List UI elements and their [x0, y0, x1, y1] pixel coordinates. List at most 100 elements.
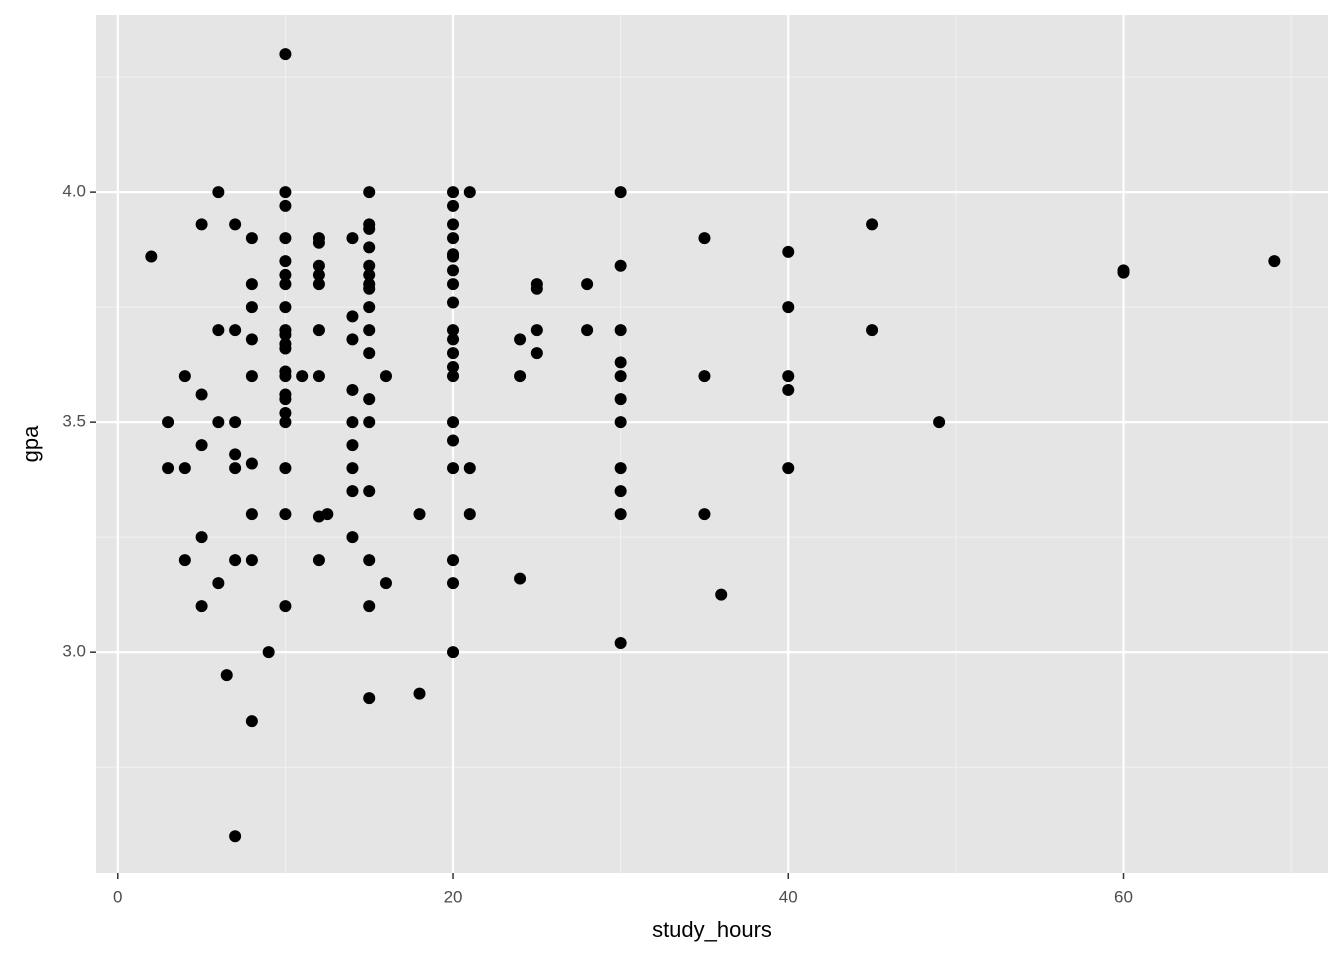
- point: [782, 383, 795, 396]
- point: [312, 278, 325, 291]
- point: [178, 462, 191, 475]
- point: [413, 687, 426, 700]
- point: [195, 218, 208, 231]
- point: [447, 577, 460, 590]
- point: [447, 324, 460, 337]
- point: [346, 333, 359, 346]
- point: [229, 218, 242, 231]
- point: [530, 347, 543, 360]
- point: [614, 186, 627, 199]
- point: [279, 199, 292, 212]
- point: [312, 370, 325, 383]
- point: [530, 324, 543, 337]
- point: [782, 370, 795, 383]
- point: [363, 301, 376, 314]
- point: [530, 282, 543, 295]
- point: [447, 199, 460, 212]
- y-tick-label: 3.5: [62, 412, 86, 431]
- point: [363, 222, 376, 235]
- point: [715, 588, 728, 601]
- point: [312, 268, 325, 281]
- point: [447, 250, 460, 263]
- point: [245, 508, 258, 521]
- point: [312, 259, 325, 272]
- point: [447, 278, 460, 291]
- point: [463, 186, 476, 199]
- point: [279, 393, 292, 406]
- point: [279, 342, 292, 355]
- point: [514, 370, 527, 383]
- point: [346, 439, 359, 452]
- point: [212, 577, 225, 590]
- point: [363, 347, 376, 360]
- point: [212, 416, 225, 429]
- point: [447, 646, 460, 659]
- point: [698, 370, 711, 383]
- point: [178, 370, 191, 383]
- point: [363, 416, 376, 429]
- point: [614, 508, 627, 521]
- point: [229, 324, 242, 337]
- point: [195, 531, 208, 544]
- point: [614, 393, 627, 406]
- point: [379, 370, 392, 383]
- point: [447, 554, 460, 567]
- point: [463, 508, 476, 521]
- point: [279, 186, 292, 199]
- point: [229, 830, 242, 843]
- point: [229, 462, 242, 475]
- y-axis-title: gpa: [18, 425, 43, 462]
- x-axis-title: study_hours: [652, 917, 772, 942]
- point: [279, 328, 292, 341]
- point: [279, 255, 292, 268]
- point: [346, 485, 359, 498]
- point: [279, 48, 292, 61]
- point: [195, 600, 208, 613]
- point: [463, 462, 476, 475]
- point: [279, 268, 292, 281]
- point: [698, 232, 711, 245]
- point: [614, 636, 627, 649]
- point: [614, 324, 627, 337]
- point: [447, 218, 460, 231]
- point: [782, 301, 795, 314]
- x-tick-label: 0: [113, 887, 122, 906]
- point: [1117, 266, 1130, 279]
- point: [866, 218, 879, 231]
- point: [447, 347, 460, 360]
- x-tick-label: 60: [1114, 887, 1133, 906]
- point: [346, 383, 359, 396]
- point: [614, 485, 627, 498]
- point: [245, 715, 258, 728]
- point: [363, 268, 376, 281]
- point: [447, 360, 460, 373]
- point: [312, 324, 325, 337]
- point: [279, 278, 292, 291]
- point: [245, 301, 258, 314]
- point: [279, 406, 292, 419]
- point: [447, 333, 460, 346]
- point: [195, 439, 208, 452]
- x-tick-label: 20: [444, 887, 463, 906]
- point: [614, 259, 627, 272]
- point: [614, 356, 627, 369]
- point: [581, 324, 594, 337]
- point: [245, 333, 258, 346]
- point: [363, 324, 376, 337]
- point: [363, 554, 376, 567]
- point: [279, 462, 292, 475]
- point: [279, 508, 292, 521]
- point: [245, 278, 258, 291]
- point: [195, 388, 208, 401]
- point: [279, 301, 292, 314]
- point: [346, 531, 359, 544]
- point: [514, 572, 527, 585]
- point: [782, 462, 795, 475]
- point: [363, 600, 376, 613]
- point: [614, 370, 627, 383]
- point: [447, 264, 460, 277]
- point: [363, 259, 376, 272]
- point: [379, 577, 392, 590]
- point: [363, 692, 376, 705]
- point: [279, 232, 292, 245]
